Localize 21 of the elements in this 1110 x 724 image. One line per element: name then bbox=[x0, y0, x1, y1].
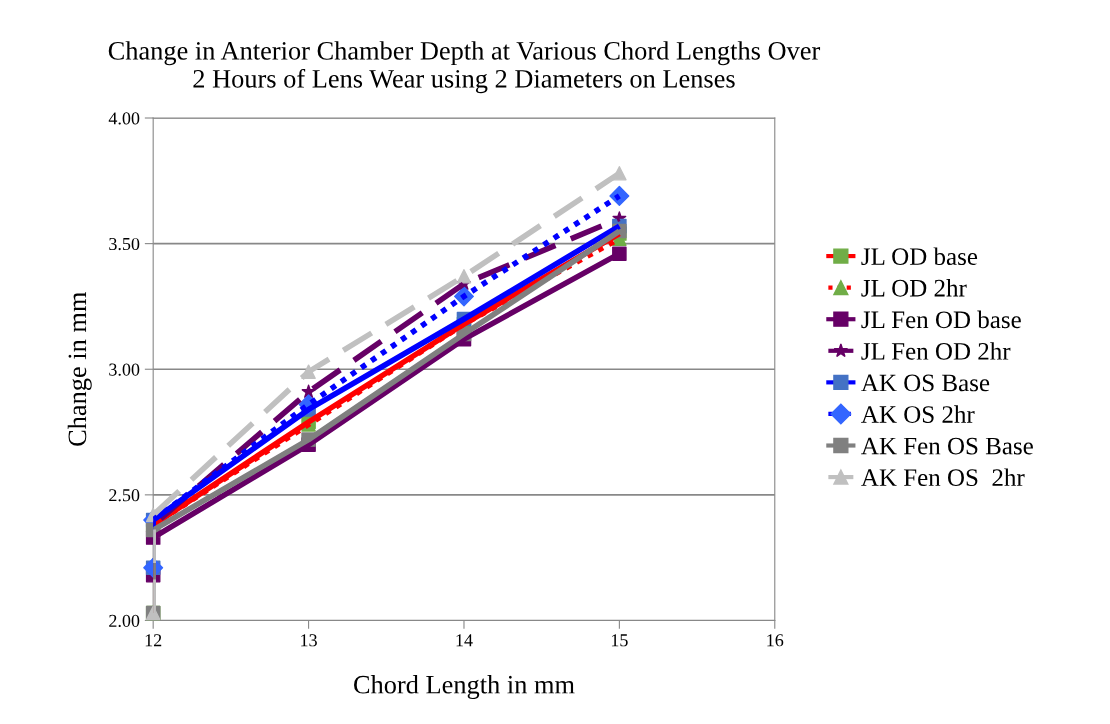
y-tick-label: 2.00 bbox=[109, 614, 140, 627]
x-tick-label: 13 bbox=[301, 634, 317, 647]
chart-title: Change in Anterior Chamber Depth at Various Chord Lengths Over 2 Hours of Lens Wear using 2 Diameters on Lenses bbox=[108, 41, 821, 94]
x-tick-label: 15 bbox=[611, 634, 628, 647]
y-tick-label: 2.50 bbox=[109, 489, 140, 502]
y-tick-label: 3.50 bbox=[109, 237, 140, 251]
legend-label: JL OD base bbox=[861, 247, 978, 266]
x-tick-label: 16 bbox=[767, 634, 784, 647]
legend-label: AK Fen OS Base bbox=[861, 437, 1033, 455]
legend-label: JL Fen OD 2hr bbox=[861, 342, 1011, 360]
legend-label: AK Fen OS 2hr bbox=[861, 468, 1025, 487]
y-axis-title: Change in mm bbox=[67, 291, 92, 446]
y-tick-label: 4.00 bbox=[108, 112, 140, 125]
legend-label: AK OS Base bbox=[861, 374, 990, 392]
x-tick-label: 14 bbox=[456, 634, 473, 647]
legend-label: JL OD 2hr bbox=[861, 279, 967, 297]
legend-label: AK OS 2hr bbox=[861, 405, 975, 423]
y-tick-label: 3.00 bbox=[109, 363, 140, 376]
legend-label: JL Fen OD base bbox=[861, 310, 1021, 329]
x-tick-label: 12 bbox=[145, 634, 162, 647]
x-axis-title: Chord Length in mm bbox=[354, 675, 575, 700]
